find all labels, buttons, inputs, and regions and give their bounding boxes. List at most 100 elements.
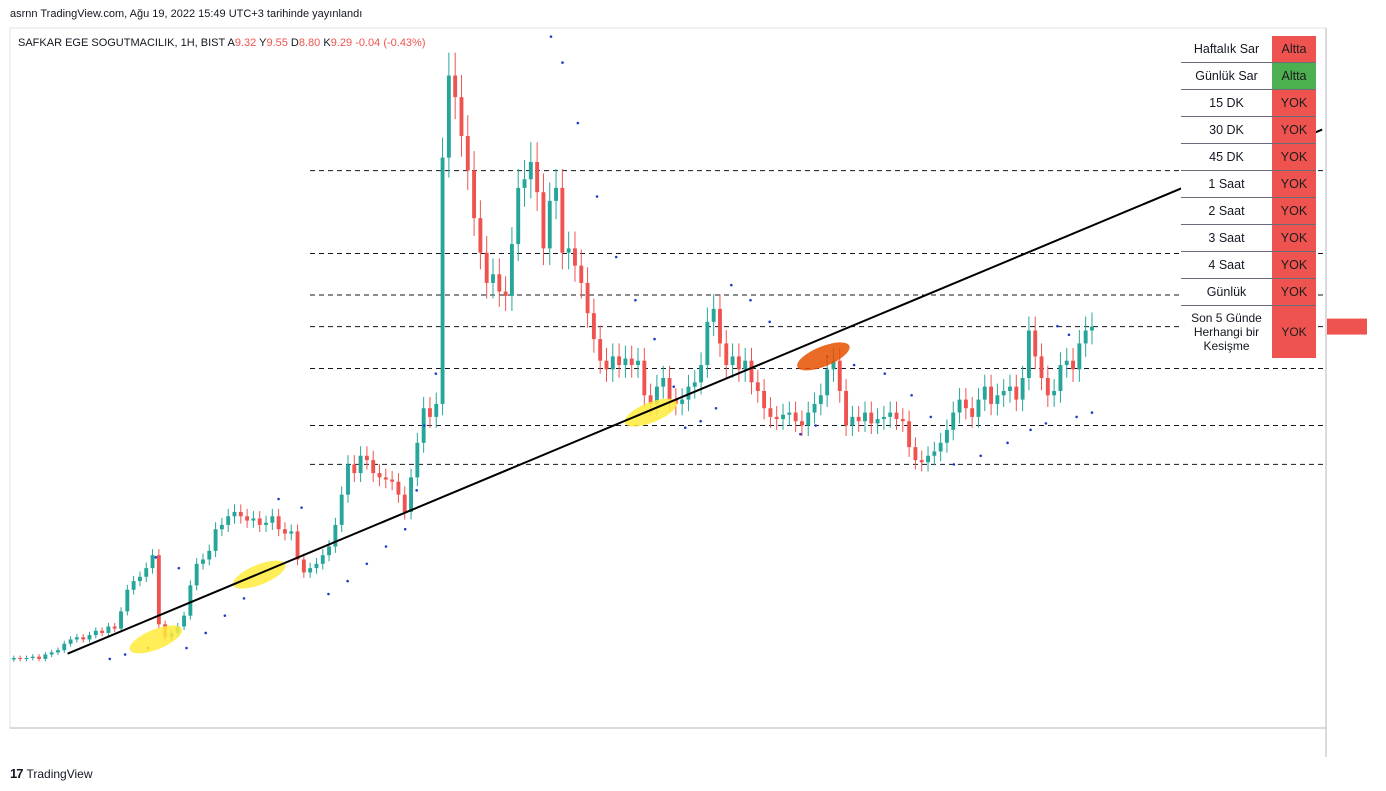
candle-body bbox=[774, 416, 779, 420]
candle-body bbox=[938, 442, 943, 452]
candle-body bbox=[1071, 360, 1075, 370]
candle-body bbox=[648, 395, 653, 404]
tradingview-logo-icon: 17 bbox=[10, 766, 24, 781]
legend-open: 9.32 bbox=[235, 37, 256, 49]
candle-body bbox=[156, 555, 161, 625]
candle-body bbox=[339, 494, 344, 525]
candle-body bbox=[453, 75, 458, 98]
candle-body bbox=[1052, 390, 1057, 396]
candle-body bbox=[257, 518, 262, 525]
legend-high-label: Y bbox=[259, 37, 267, 49]
psar-dot bbox=[300, 506, 303, 509]
candle-body bbox=[327, 546, 332, 556]
candle-body bbox=[37, 656, 41, 659]
candle-body bbox=[1045, 378, 1050, 396]
signal-value: Altta bbox=[1272, 62, 1316, 90]
candle-body bbox=[573, 248, 577, 266]
candle-body bbox=[768, 408, 773, 417]
candle-body bbox=[799, 421, 804, 426]
psar-dot bbox=[1044, 422, 1048, 425]
candle-body bbox=[604, 360, 609, 370]
signal-value: YOK bbox=[1272, 251, 1316, 279]
psar-dot bbox=[952, 463, 956, 466]
signal-label: Günlük Sar bbox=[1181, 62, 1272, 90]
candle-body bbox=[1064, 360, 1069, 366]
candle-body bbox=[62, 643, 67, 651]
candle-body bbox=[270, 516, 275, 523]
highlight-ellipse-orange bbox=[797, 342, 850, 371]
psar-dot bbox=[979, 454, 982, 458]
psar-dot bbox=[549, 35, 553, 38]
candle-body bbox=[623, 358, 628, 366]
candle-body bbox=[465, 136, 470, 171]
candle-body bbox=[818, 395, 823, 404]
candle-body bbox=[566, 248, 571, 253]
candle-body bbox=[718, 308, 722, 344]
candle-body bbox=[591, 313, 596, 340]
candle-body bbox=[182, 615, 187, 627]
candle-body bbox=[245, 516, 250, 521]
psar-dot bbox=[1056, 324, 1059, 328]
candle-body bbox=[81, 637, 86, 640]
candle-body bbox=[264, 522, 268, 525]
legend-high: 9.55 bbox=[266, 37, 287, 49]
candle-body bbox=[730, 356, 735, 366]
candle-body bbox=[541, 192, 546, 249]
legend-symbol: SAFKAR EGE SOGUTMACILIK, 1H, BIST bbox=[18, 37, 227, 49]
candle-body bbox=[661, 378, 666, 387]
signal-row: 3 Saat YOK bbox=[1181, 224, 1316, 252]
candle-body bbox=[863, 412, 867, 422]
last-price-tag bbox=[1327, 318, 1367, 335]
candle-body bbox=[49, 652, 54, 655]
psar-dot bbox=[561, 61, 564, 64]
signal-label: 15 DK bbox=[1181, 89, 1272, 117]
signal-label: Günlük bbox=[1181, 278, 1272, 306]
psar-dot bbox=[699, 419, 702, 423]
candle-body bbox=[787, 412, 792, 415]
candle-body bbox=[364, 455, 369, 461]
signal-row: 1 Saat YOK bbox=[1181, 170, 1316, 198]
candle-body bbox=[18, 658, 23, 659]
signal-value: YOK bbox=[1272, 197, 1316, 225]
candle-body bbox=[522, 179, 527, 188]
candle-body bbox=[825, 369, 830, 396]
candle-body bbox=[699, 365, 704, 383]
psar-dot bbox=[614, 255, 618, 259]
trendline bbox=[67, 128, 1323, 655]
legend-low: 8.80 bbox=[299, 37, 320, 49]
psar-dot bbox=[814, 424, 818, 427]
signal-row: Günlük YOK bbox=[1181, 278, 1316, 306]
psar-dot bbox=[634, 298, 637, 302]
psar-dot bbox=[403, 527, 407, 531]
signal-value: YOK bbox=[1272, 305, 1316, 358]
legend-close-label: K bbox=[323, 37, 331, 49]
candle-body bbox=[213, 529, 218, 551]
candle-body bbox=[535, 161, 540, 193]
psar-dot bbox=[177, 566, 181, 570]
candle-body bbox=[736, 356, 741, 370]
candle-body bbox=[43, 654, 48, 659]
psar-dot bbox=[883, 372, 887, 375]
legend-low-label: D bbox=[291, 37, 299, 49]
candle-body bbox=[743, 360, 748, 370]
psar-dot bbox=[123, 653, 127, 656]
psar-dot bbox=[204, 631, 207, 635]
candle-body bbox=[1008, 386, 1012, 391]
signal-label: 30 DK bbox=[1181, 116, 1272, 144]
signal-row: Haftalık Sar Altta bbox=[1181, 36, 1316, 63]
candle-body bbox=[491, 274, 495, 283]
candle-body bbox=[667, 378, 672, 400]
signal-value: YOK bbox=[1272, 143, 1316, 171]
tradingview-brand: TradingView bbox=[26, 766, 93, 781]
psar-dot bbox=[653, 337, 656, 341]
candle-body bbox=[1077, 343, 1082, 370]
psar-dot bbox=[185, 646, 188, 650]
candle-body bbox=[1014, 386, 1019, 400]
signal-value: Altta bbox=[1272, 36, 1316, 63]
signal-label: 4 Saat bbox=[1181, 251, 1272, 279]
price-chart[interactable]: SAFKAR EGE SOGUTMACILIK, 1H, BIST A9.32 … bbox=[0, 0, 1386, 760]
candle-body bbox=[1020, 378, 1025, 400]
candle-body bbox=[1033, 330, 1038, 357]
candle-body bbox=[850, 416, 855, 426]
candle-body bbox=[434, 403, 439, 417]
